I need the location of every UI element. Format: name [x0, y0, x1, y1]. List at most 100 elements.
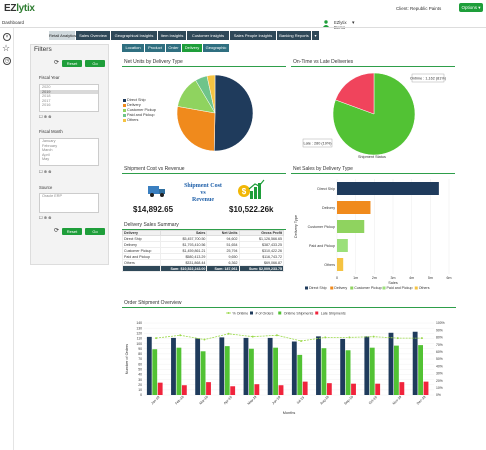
subtab-geographic[interactable]: Geographic — [203, 44, 229, 52]
fiscal-month-option[interactable]: January — [42, 139, 56, 143]
fiscal-year-option[interactable]: 2016 — [42, 103, 51, 108]
tab-retail-analytics[interactable]: Retail Analytics ▾ — [49, 31, 80, 40]
bar — [418, 345, 423, 395]
bar — [230, 386, 236, 395]
subtab-product[interactable]: Product — [145, 44, 165, 52]
source-list[interactable]: Oracle ERP — [39, 193, 99, 213]
star-icon[interactable]: ☆ — [2, 43, 11, 53]
legend-item[interactable]: Customer Pickup — [123, 108, 156, 113]
legend-swatch — [123, 118, 126, 122]
legend-label: Late Shipments — [321, 311, 346, 315]
legend-item[interactable]: Others — [123, 118, 156, 123]
fiscal-month-option[interactable]: March — [42, 148, 53, 153]
legend-swatch — [278, 311, 282, 315]
app-logo[interactable]: EZlytix — [4, 3, 35, 14]
tab-geographical-insights[interactable]: Geographical Insights — [111, 31, 157, 40]
legend-swatch — [123, 108, 126, 112]
tab-item-insights[interactable]: Item Insights — [158, 31, 186, 40]
legend-swatch — [123, 98, 126, 102]
legend-item[interactable]: Delivery — [123, 103, 156, 108]
y-tick-label: 70 — [138, 357, 142, 361]
user-menu[interactable]: EZlytixDemo — [334, 20, 347, 30]
fiscal-month-option[interactable]: April — [42, 152, 50, 157]
bar — [412, 331, 418, 395]
fiscal-year-icons[interactable]: ☐ ⊕ ⊗ — [39, 114, 52, 119]
x-tick-label: 1m — [353, 276, 358, 280]
fiscal-year-option[interactable]: 2018 — [42, 94, 51, 99]
bar — [267, 337, 273, 395]
fiscal-year-list[interactable]: 2020 2019 2018 2017 2016 — [39, 84, 99, 112]
legend-swatch — [330, 286, 334, 290]
subtab-location[interactable]: Location — [122, 44, 144, 52]
tab-sales-overview[interactable]: Sales Overview — [76, 31, 110, 40]
ontime-label-box — [411, 73, 445, 83]
legend-label: Others — [127, 118, 139, 122]
fiscal-year-option[interactable]: 2020 — [42, 85, 51, 89]
tab-banking-reports[interactable]: Banking Reports — [277, 31, 311, 40]
history-icon[interactable]: ◷ — [3, 57, 11, 65]
bar — [219, 337, 225, 395]
line-point — [420, 337, 423, 340]
y2-tick-label: 30% — [436, 372, 443, 376]
go-button-top[interactable]: Go — [85, 60, 105, 67]
bar — [302, 381, 308, 395]
options-button[interactable]: Options ▾ — [459, 3, 483, 12]
fiscal-year-option-selected[interactable]: 2019 — [40, 89, 98, 95]
y-tick-label: 140 — [136, 321, 142, 325]
tab-customer-insights[interactable]: Customer Insights — [187, 31, 229, 40]
bar — [200, 351, 206, 395]
fiscal-year-label: Fiscal Year — [39, 75, 60, 80]
legend-marker — [227, 312, 230, 314]
net-units-title: Net Units by Delivery Type — [124, 59, 183, 65]
net-units-pie-chart — [176, 74, 254, 152]
legend-label: Direct Ship — [309, 286, 327, 290]
bar — [176, 347, 182, 395]
legend-label: Customer Pickup — [127, 108, 156, 112]
source-icons[interactable]: ☐ ⊕ ⊗ — [39, 215, 52, 220]
cost-revenue-banner: Shipment Cost vs Revenue — [170, 183, 236, 204]
filters-title: Filters — [34, 46, 52, 53]
banner-line-1: Shipment Cost — [184, 183, 222, 189]
line-point — [372, 335, 375, 338]
ontime-xlabel: Shipment Status — [358, 155, 386, 159]
source-label: Source — [39, 185, 53, 190]
reset-button-bottom[interactable]: Reset — [62, 228, 82, 235]
fiscal-month-icons[interactable]: ☐ ⊕ ⊗ — [39, 169, 52, 174]
x-tick-label: May-19 — [247, 395, 258, 406]
fiscal-year-option[interactable]: 2017 — [42, 98, 51, 103]
fiscal-month-option[interactable]: February — [42, 143, 58, 148]
legend-item[interactable]: Direct Ship — [123, 98, 156, 103]
net-units-slice — [206, 74, 216, 114]
fiscal-month-option[interactable]: May — [42, 157, 50, 162]
top-bar — [0, 0, 486, 18]
legend-item[interactable]: Paid and Pickup — [123, 113, 156, 118]
refresh-icon[interactable]: ⟳ — [53, 60, 60, 66]
ontime-divider — [291, 66, 455, 67]
refresh-icon-bottom[interactable]: ⟳ — [53, 228, 60, 234]
tab-sales-people-insights[interactable]: Sales People Insights — [230, 31, 276, 40]
reset-button-top[interactable]: Reset — [62, 60, 82, 67]
source-option[interactable]: Oracle ERP — [42, 194, 63, 198]
fiscal-month-list[interactable]: January February March April May — [39, 138, 99, 166]
tab-more-dropdown[interactable]: ▾ — [312, 31, 319, 40]
legend-swatch — [305, 286, 308, 290]
legend-label: % Ontime — [233, 311, 249, 315]
x-tick-label: Feb-19 — [174, 395, 185, 406]
legend-label: Others — [419, 286, 430, 290]
bar — [351, 383, 356, 395]
bar — [326, 383, 332, 395]
y-tick-label: 30 — [138, 378, 142, 382]
subtab-delivery[interactable]: Delivery — [182, 44, 202, 52]
bar — [337, 182, 439, 195]
options-label: Options — [461, 5, 477, 10]
user-avatar-icon[interactable] — [323, 20, 329, 27]
user-menu-caret-icon[interactable]: ▾ — [352, 20, 355, 26]
close-icon[interactable]: × — [3, 33, 11, 41]
x-tick-label: Sep-19 — [343, 395, 354, 406]
bar — [423, 381, 429, 395]
go-button-bottom[interactable]: Go — [85, 228, 105, 235]
late-label-box — [302, 138, 333, 148]
x-tick-label: Oct-19 — [368, 395, 378, 405]
subtab-order[interactable]: Order — [166, 44, 181, 52]
line-point — [203, 338, 206, 341]
